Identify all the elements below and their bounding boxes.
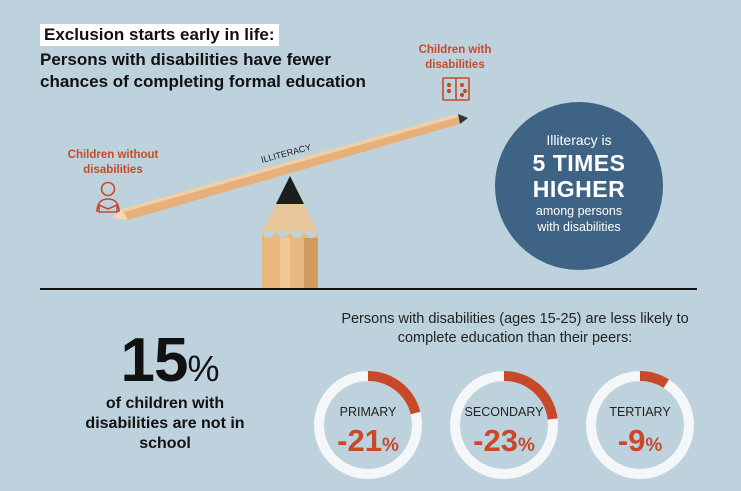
out-of-school-description: of children with disabilities are not in… (85, 395, 245, 452)
pencil-fulcrum (262, 176, 318, 288)
section-divider (40, 288, 697, 290)
tertiary-label: TERTIARY (609, 405, 671, 419)
completion-heading: Persons with disabilities (ages 15-25) a… (341, 311, 689, 346)
secondary-ring-arc (450, 371, 558, 479)
children-with-disabilities-label: Children with disabilities (418, 44, 492, 71)
primary-ring: PRIMARY -21% (313, 370, 423, 480)
tertiary-ring: TERTIARY -9% (585, 370, 695, 480)
secondary-label: SECONDARY (464, 405, 544, 419)
primary-value: -21% (337, 423, 399, 458)
out-of-school-symbol: % (187, 348, 220, 389)
braille-book-icon (442, 77, 470, 101)
stat-line-1: Illiteracy is (546, 132, 612, 148)
title-line-1: Exclusion starts early in life: (40, 24, 279, 46)
stat-line-4: among persons (535, 204, 623, 218)
illiteracy-stat-circle: Illiteracy is 5 TIMES HIGHER among perso… (495, 102, 663, 270)
stat-line-5: with disabilities (537, 220, 621, 234)
primary-ring-arc (314, 371, 422, 479)
tertiary-value: -9% (617, 423, 663, 458)
out-of-school-percentage: 15% (100, 325, 240, 396)
primary-label: PRIMARY (339, 405, 397, 419)
child-reading-icon (96, 181, 120, 213)
stat-line-2: 5 TIMES (532, 150, 626, 176)
secondary-value: -23% (473, 423, 535, 458)
title-line-2: Persons with disabilities have fewer cha… (40, 50, 366, 91)
children-without-disabilities-label: Children without disabilities (67, 149, 159, 176)
stat-line-3: HIGHER (532, 176, 626, 202)
out-of-school-number: 15 (120, 326, 189, 395)
tertiary-ring-arc (586, 371, 694, 479)
secondary-ring: SECONDARY -23% (449, 370, 559, 480)
